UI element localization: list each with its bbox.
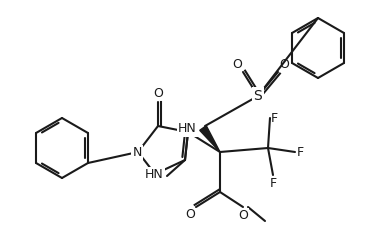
- Text: O: O: [238, 209, 248, 222]
- Text: F: F: [297, 146, 304, 159]
- Polygon shape: [200, 126, 220, 152]
- Text: F: F: [271, 113, 278, 126]
- Text: N: N: [132, 147, 142, 160]
- Text: O: O: [153, 87, 163, 100]
- Text: HN: HN: [145, 168, 164, 181]
- Text: F: F: [269, 177, 276, 190]
- Text: O: O: [185, 208, 195, 221]
- Text: O: O: [232, 58, 242, 71]
- Text: HN: HN: [178, 122, 196, 135]
- Text: S: S: [253, 89, 262, 103]
- Text: O: O: [279, 58, 289, 71]
